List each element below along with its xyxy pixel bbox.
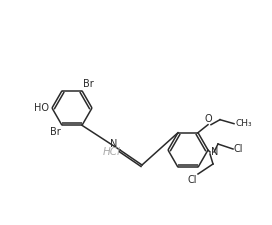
Text: CH₃: CH₃ bbox=[235, 119, 252, 128]
Text: Cl: Cl bbox=[187, 175, 197, 185]
Text: N: N bbox=[211, 147, 218, 157]
Text: HO: HO bbox=[34, 103, 49, 113]
Text: O: O bbox=[204, 114, 212, 124]
Text: N: N bbox=[110, 139, 117, 149]
Text: Br: Br bbox=[83, 79, 94, 89]
Text: Cl: Cl bbox=[234, 144, 243, 154]
Text: Br: Br bbox=[50, 127, 61, 137]
Text: HCl: HCl bbox=[103, 147, 121, 157]
